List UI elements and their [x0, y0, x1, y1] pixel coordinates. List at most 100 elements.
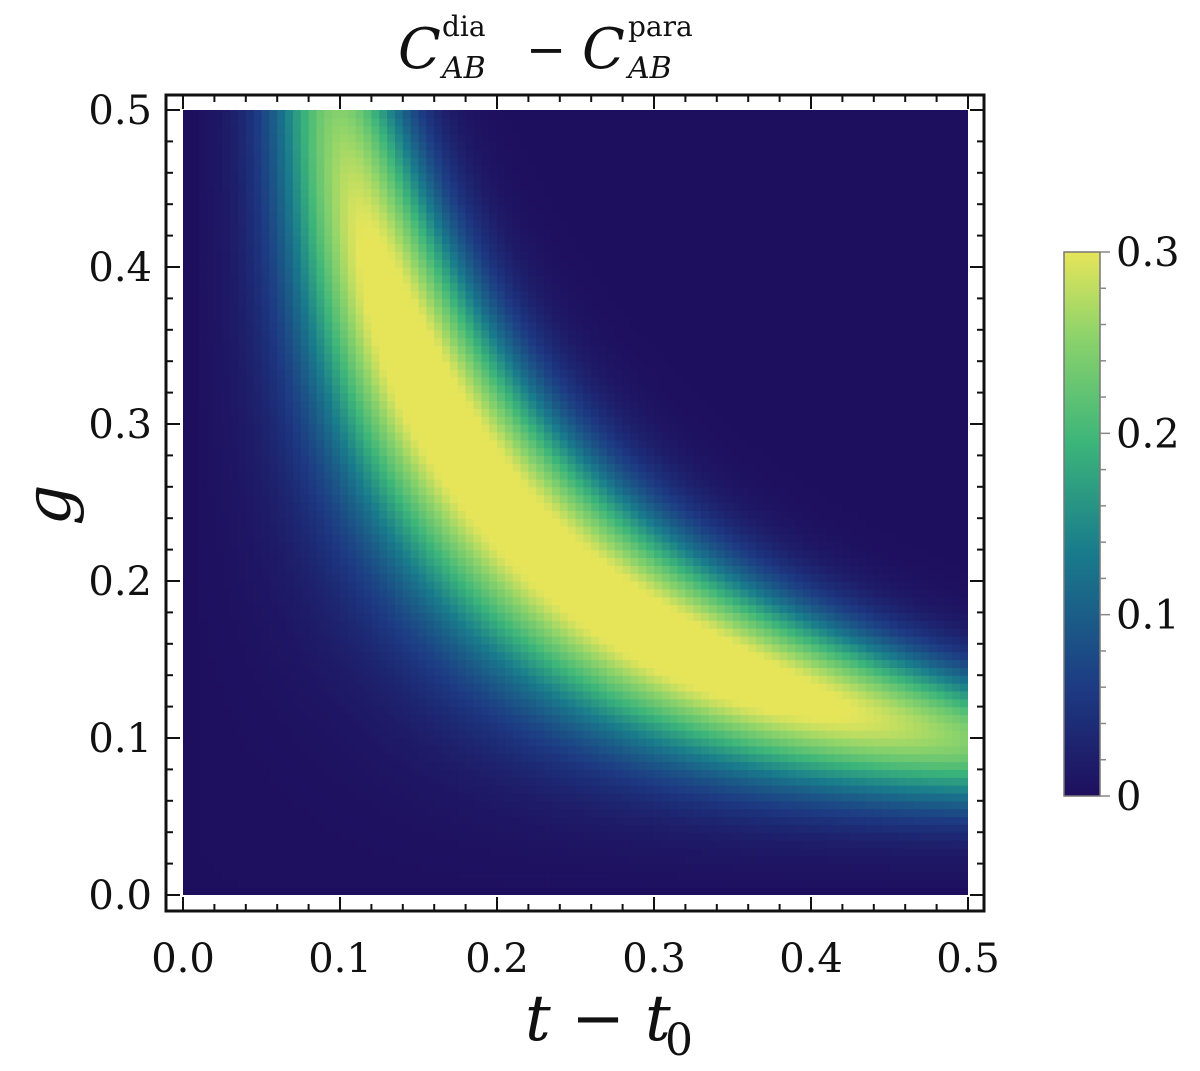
heatmap-cell [183, 832, 192, 841]
heatmap-cell [544, 306, 553, 315]
heatmap-cell [237, 180, 247, 190]
heatmap-cell [544, 329, 553, 339]
heatmap-cell [465, 227, 475, 237]
heatmap-cell [512, 510, 522, 519]
heatmap-cell [567, 871, 577, 880]
heatmap-cell [449, 832, 459, 841]
heatmap-cell [292, 706, 302, 716]
heatmap-cell [497, 745, 506, 755]
heatmap-cell [544, 188, 553, 197]
heatmap-cell [489, 463, 498, 472]
heatmap-cell [285, 855, 294, 865]
heatmap-cell [355, 541, 365, 551]
heatmap-cell [245, 259, 255, 268]
heatmap-cell [473, 785, 482, 794]
heatmap-cell [434, 180, 443, 190]
heatmap-cell [206, 392, 215, 402]
heatmap-cell [481, 259, 490, 268]
heatmap-cell [434, 439, 443, 449]
chart-title: C dia AB − C para AB [398, 10, 693, 86]
heatmap-cell [277, 353, 286, 362]
heatmap-cell [245, 628, 255, 637]
heatmap-cell [277, 361, 286, 370]
heatmap-cell [418, 730, 427, 739]
heatmap-cell [528, 431, 537, 441]
heatmap-cell [347, 321, 357, 331]
heatmap-cell [371, 549, 380, 559]
heatmap-cell [183, 722, 192, 731]
heatmap-cell [512, 502, 522, 511]
heatmap-cell [504, 329, 514, 339]
heatmap-cell [449, 392, 459, 402]
heatmap-cell [528, 251, 537, 260]
heatmap-cell [292, 494, 302, 504]
heatmap-cell [512, 745, 522, 755]
heatmap-cell [473, 604, 482, 613]
heatmap-cell [261, 855, 270, 865]
heatmap-cell [230, 196, 239, 205]
heatmap-cell [497, 753, 506, 763]
heatmap-cell [520, 628, 529, 637]
heatmap-cell [410, 149, 420, 158]
heatmap-cell [387, 879, 396, 888]
heatmap-cell [567, 816, 577, 825]
heatmap-cell [292, 274, 302, 284]
heatmap-cell [426, 392, 435, 402]
heatmap-cell [434, 353, 443, 362]
heatmap-cell [497, 824, 506, 833]
heatmap-cell [512, 690, 522, 700]
heatmap-cell [520, 486, 529, 496]
heatmap-cell [489, 345, 498, 354]
heatmap-cell [214, 761, 223, 770]
heatmap-cell [300, 157, 310, 166]
heatmap-cell [253, 738, 263, 747]
heatmap-cell [324, 816, 333, 825]
heatmap-cell [410, 541, 420, 551]
heatmap-cell [481, 204, 490, 213]
heatmap-cell [551, 494, 561, 504]
heatmap-cell [379, 212, 388, 221]
heatmap-cell [261, 643, 270, 653]
heatmap-cell [237, 840, 247, 849]
heatmap-cell [481, 792, 490, 802]
heatmap-cell [544, 110, 553, 119]
heatmap-cell [520, 667, 529, 676]
heatmap-cell [387, 847, 396, 857]
heatmap-cell [316, 800, 325, 810]
heatmap-cell [544, 251, 553, 260]
heatmap-cell [379, 643, 388, 653]
heatmap-cell [316, 808, 325, 818]
heatmap-cell [355, 243, 365, 252]
heatmap-cell [410, 628, 420, 637]
heatmap-cell [340, 800, 349, 810]
heatmap-cell [300, 557, 310, 566]
heatmap-cell [355, 274, 365, 284]
heatmap-cell [567, 274, 577, 284]
heatmap-cell [434, 722, 443, 731]
heatmap-cell [536, 345, 545, 354]
heatmap-cell [253, 643, 263, 653]
heatmap-cell [300, 533, 310, 543]
heatmap-cell [198, 259, 208, 268]
heatmap-cell [536, 510, 545, 519]
heatmap-cell [528, 526, 537, 535]
heatmap-cell [308, 243, 318, 252]
heatmap-cell [387, 730, 396, 739]
heatmap-cell [481, 533, 490, 543]
heatmap-cell [183, 879, 192, 888]
heatmap-cell [567, 855, 577, 865]
heatmap-cell [371, 251, 380, 260]
heatmap-cell [387, 526, 396, 535]
heatmap-cell [198, 690, 208, 700]
heatmap-cell [379, 149, 388, 158]
heatmap-cell [536, 117, 545, 127]
heatmap-cell [379, 675, 388, 684]
heatmap-cell [292, 683, 302, 692]
heatmap-cell [504, 267, 514, 276]
heatmap-cell [245, 714, 255, 723]
heatmap-cell [316, 384, 325, 394]
heatmap-cell [379, 361, 388, 370]
heatmap-cell [222, 141, 231, 150]
heatmap-cell [347, 651, 357, 661]
heatmap-cell [324, 447, 333, 456]
